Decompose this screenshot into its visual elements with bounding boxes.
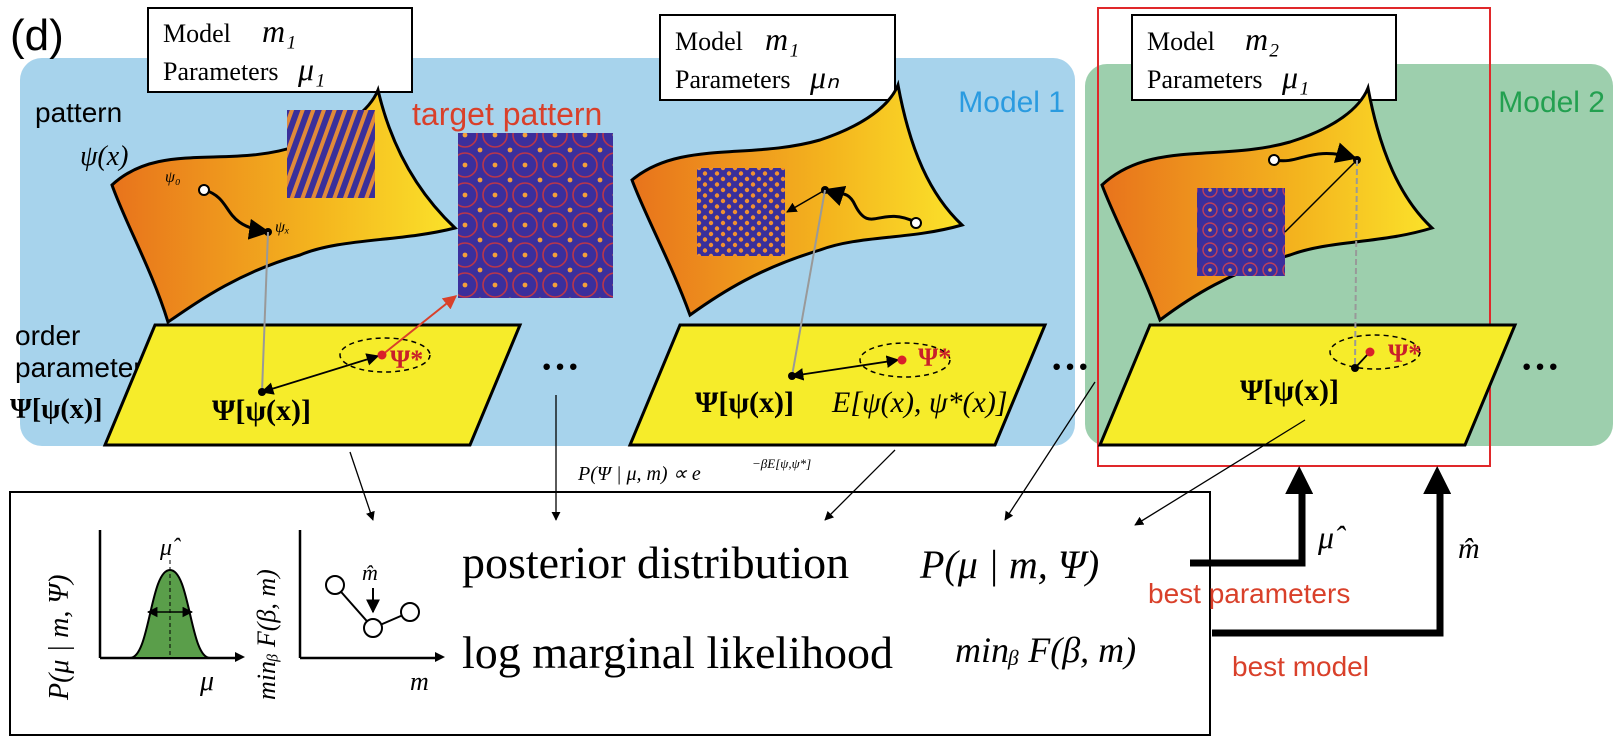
state-point [1351, 364, 1359, 372]
order-plane [627, 323, 1048, 447]
pattern-image [287, 110, 375, 198]
start-point [1268, 154, 1280, 166]
box-symbol: m₁ [765, 21, 799, 57]
marginal-formula: minᵦ F(β, m) [955, 630, 1136, 670]
posterior-label: posterior distribution [462, 537, 849, 588]
target-label: Ψ* [918, 343, 951, 372]
box-text: Model [1147, 27, 1215, 56]
target-image [458, 133, 613, 298]
ellipsis: ··· [1520, 344, 1560, 389]
marginal-inset [298, 530, 440, 658]
hat-label: μ̂ [1317, 519, 1346, 555]
target-link [381, 295, 458, 356]
target-point [1365, 347, 1375, 357]
target-point [897, 355, 907, 365]
state-point [788, 372, 796, 380]
output-arrow [1190, 466, 1452, 637]
energy-surface [630, 79, 965, 318]
target-label: Ψ* [390, 345, 423, 374]
result-label: best parameters [1148, 578, 1350, 609]
posterior-inset [98, 530, 240, 658]
label: ψₓ [275, 219, 289, 236]
model-box: Model m₁ Parameters μₙ [659, 14, 896, 101]
order-plane [1097, 323, 1518, 447]
box-symbol: μₙ [809, 59, 840, 95]
trajectory [204, 142, 1358, 240]
axis-label: minᵦ F(β, m) [252, 569, 281, 700]
pattern-image [697, 168, 785, 256]
ellipsis: ··· [540, 344, 580, 389]
marginal-label: log marginal likelihood [462, 627, 893, 678]
model-box: Model m₁ Parameters μ₁ [147, 7, 413, 93]
target-point [377, 350, 387, 360]
flow-arrow [349, 381, 1306, 526]
order-plane [102, 323, 523, 447]
hat-label: m̂ [1458, 532, 1480, 565]
state-point [258, 388, 266, 396]
box-symbol: m₂ [1245, 21, 1279, 57]
ellipsis: ··· [1050, 344, 1090, 389]
pattern-image [1197, 188, 1285, 276]
label: ψ(x) [80, 141, 128, 172]
target-label: Ψ* [1388, 339, 1421, 368]
region-label: Model 1 [958, 86, 1065, 119]
label: parameter [15, 352, 143, 383]
order-label: Ψ[ψ(x)] [212, 394, 311, 427]
order-label: Ψ[ψ(x)] [1240, 374, 1339, 407]
box-text: Parameters [163, 57, 279, 86]
inference-box [9, 491, 1211, 736]
box-text: Parameters [1147, 65, 1263, 94]
axis-label: P(μ | m, Ψ) [44, 575, 75, 701]
box-symbol: μ₁ [1281, 59, 1309, 95]
label: order [15, 320, 80, 351]
start-point [198, 184, 210, 196]
min-label: m̂ [362, 560, 378, 585]
energy-label: E[ψ(x), ψ*(x)] [831, 386, 1008, 419]
label: ψ₀ [165, 169, 181, 186]
likelihood: P(Ψ | μ, m) ∝ e [577, 463, 701, 485]
start-point [910, 217, 922, 229]
label: target pattern [412, 96, 602, 132]
box-text: Parameters [675, 65, 791, 94]
region-label: Model 2 [1498, 86, 1605, 119]
box-symbol: m₁ [262, 13, 296, 49]
panel-label: (d) [10, 11, 64, 60]
axis-label: m [410, 667, 429, 696]
axis-label: μ [199, 666, 214, 697]
label: Ψ[ψ(x)] [10, 394, 102, 425]
posterior-formula: P(μ | m, Ψ) [919, 542, 1099, 587]
connector [786, 159, 1358, 233]
label: pattern [35, 97, 122, 128]
model-box: Model m₂ Parameters μ₁ [1131, 14, 1397, 101]
box-text: Model [163, 19, 231, 48]
likelihood-exponent: −βE[ψ,ψ*] [752, 456, 811, 471]
order-label: Ψ[ψ(x)] [695, 386, 794, 419]
result-label: best model [1232, 651, 1369, 682]
box-symbol: μ₁ [297, 51, 325, 87]
box-text: Model [675, 27, 743, 56]
